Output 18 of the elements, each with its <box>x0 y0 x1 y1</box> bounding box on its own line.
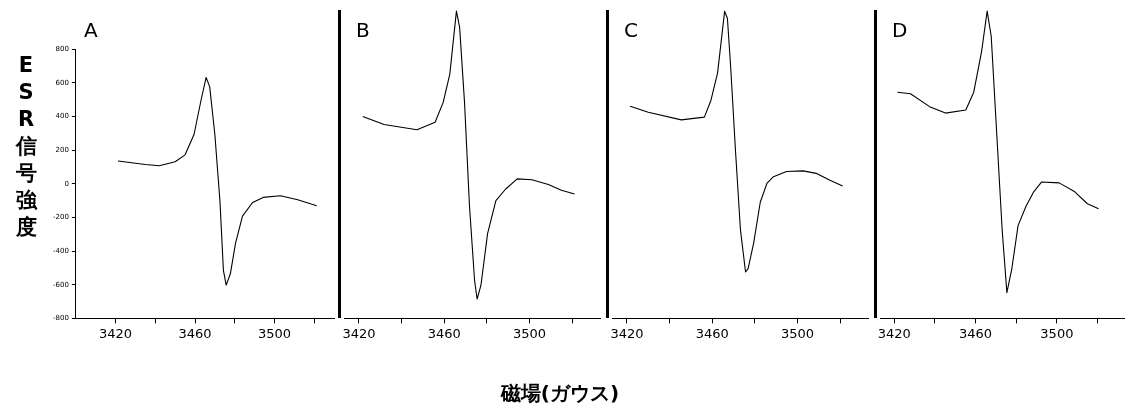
x-tick-label: 3460 <box>695 325 729 341</box>
x-tick-label: 3420 <box>877 325 911 341</box>
x-tick-label: 3500 <box>513 325 547 341</box>
y-axis-title: ESR信号強度 <box>14 52 38 241</box>
chart-title: C <box>624 18 638 43</box>
x-tick-label: 3420 <box>99 325 133 341</box>
x-tick-label: 3500 <box>1040 325 1074 341</box>
x-tick-label: 3460 <box>427 325 461 341</box>
x-tick-label: 3420 <box>610 325 644 341</box>
chart-title: B <box>356 18 370 43</box>
x-tick-label: 3500 <box>781 325 815 341</box>
x-tick-label: 3500 <box>257 325 291 341</box>
x-tick-label: 3460 <box>959 325 993 341</box>
chart-title: A <box>83 18 98 43</box>
chart-title: D <box>892 18 908 43</box>
x-tick-label: 3420 <box>342 325 376 341</box>
x-tick-label: 3460 <box>178 325 212 341</box>
x-axis-title: 磁場(ガウス) <box>500 380 620 407</box>
